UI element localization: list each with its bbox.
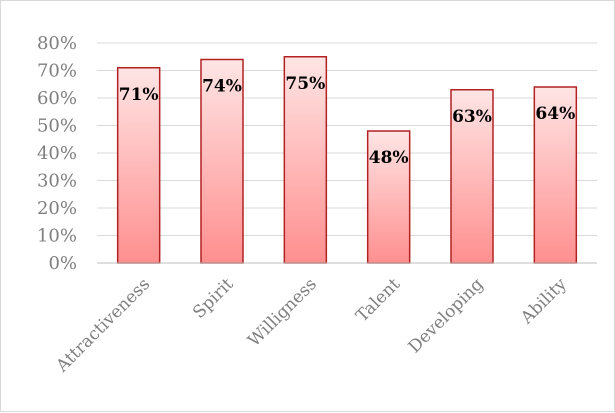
bar-developing [450, 89, 494, 264]
bar-ability [533, 86, 578, 264]
y-tick-label: 20% [37, 198, 77, 219]
y-tick-label: 10% [37, 226, 77, 247]
y-tick-label: 30% [37, 171, 77, 192]
data-labels: 71% 74% 75% 48% 63% 64% [119, 74, 575, 168]
category-label: Talent [352, 274, 404, 326]
data-label: 48% [369, 148, 409, 168]
category-label: Developing [405, 274, 488, 357]
data-label: 71% [119, 85, 159, 105]
data-label: 75% [285, 74, 325, 94]
y-tick-label: 0% [48, 253, 77, 274]
bar-talent [366, 130, 411, 264]
bar-willigness [283, 56, 328, 264]
category-label: Willigness [244, 274, 321, 351]
bar-attractiveness [116, 67, 161, 264]
data-label: 64% [535, 104, 575, 124]
category-label: Attractiveness [52, 274, 154, 376]
category-label: Spirit [189, 274, 237, 322]
y-tick-label: 60% [37, 88, 77, 109]
y-tick-label: 40% [37, 143, 77, 164]
data-label: 74% [202, 77, 242, 97]
y-axis-tick-labels: 0% 10% 20% 30% 40% 50% 60% 70% 80% [37, 33, 77, 274]
y-tick-label: 50% [37, 116, 77, 137]
bars [116, 56, 578, 264]
category-labels: Attractiveness Spirit Willigness Talent Deve… [52, 274, 571, 377]
y-tick-label: 70% [37, 61, 77, 82]
category-label: Ability [516, 274, 571, 329]
data-label: 63% [452, 107, 492, 127]
y-tick-label: 80% [37, 33, 77, 54]
gridlines [97, 42, 597, 236]
